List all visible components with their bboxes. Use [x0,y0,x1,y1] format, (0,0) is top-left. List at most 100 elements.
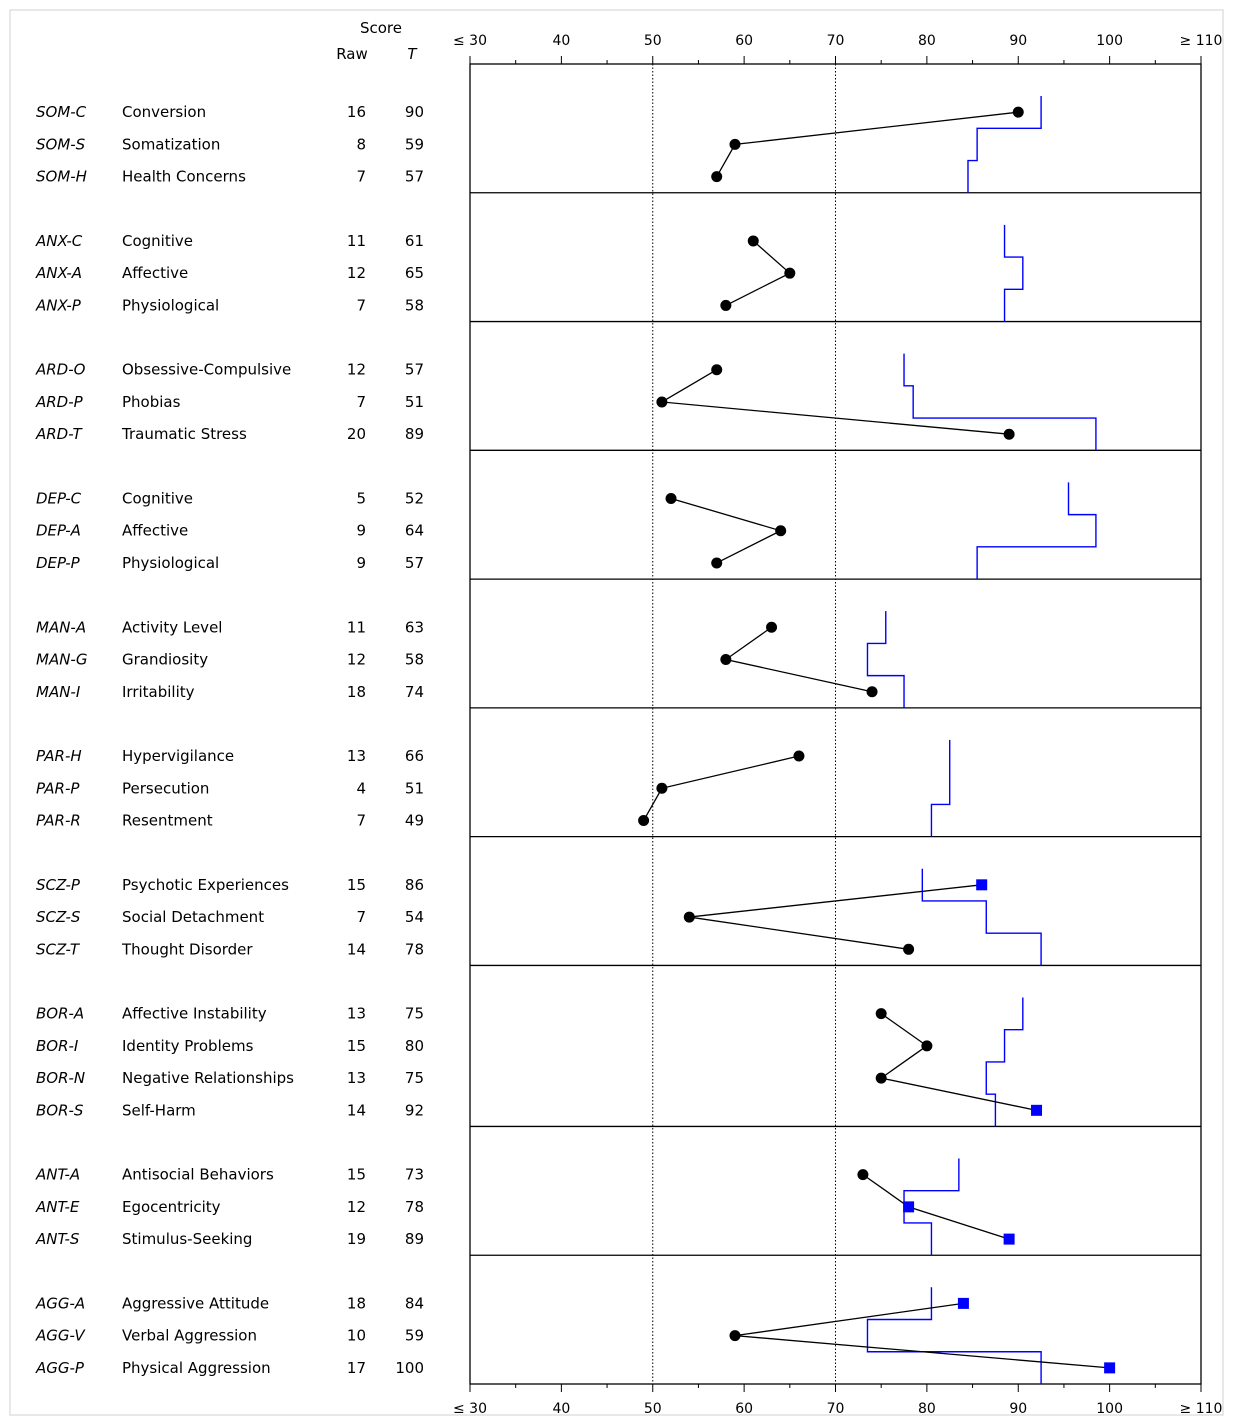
score-lines [643,111,1110,1369]
plot-grid [469,63,1202,1385]
score-point [729,1330,741,1342]
scale-abbr: BOR-A [36,1005,84,1023]
raw-score: 15 [347,1166,366,1184]
scale-abbr: DEP-C [36,489,82,507]
raw-score: 14 [347,1101,366,1119]
t-score: 65 [405,264,424,282]
raw-score: 13 [347,1005,366,1023]
t-score: 74 [405,683,424,701]
scale-abbr: ANT-A [35,1166,80,1184]
raw-score: 15 [347,1037,366,1055]
score-point [747,235,759,247]
t-score: 51 [405,393,424,411]
raw-score: 14 [347,940,366,958]
column-header: Score Raw T [336,19,418,63]
scale-abbr: ANT-E [35,1198,80,1216]
raw-score: 13 [347,747,366,765]
scale-abbr: MAN-I [36,683,81,701]
t-score: 58 [405,296,424,314]
raw-score: 17 [347,1359,366,1377]
scale-name: Health Concerns [122,168,246,186]
raw-score: 18 [347,683,366,701]
t-score: 57 [405,554,424,572]
score-point [921,1040,933,1052]
score-point [793,750,805,762]
scale-name: Irritability [122,683,195,701]
top-tick-label: 80 [918,33,936,49]
raw-score: 7 [356,812,366,830]
threshold-step-line [976,482,1097,580]
bottom-tick-label: 40 [552,1401,570,1417]
score-point [720,654,732,666]
t-score: 75 [405,1069,424,1087]
score-point [729,138,741,150]
scale-abbr: SOM-C [36,103,87,121]
score-line [716,111,1019,177]
scale-name: Physical Aggression [122,1359,271,1377]
scale-abbr: MAN-G [36,651,87,669]
t-score: 57 [405,361,424,379]
raw-score: 9 [356,554,366,572]
scale-abbr: ARD-T [35,425,84,443]
score-point [866,686,878,698]
scale-name: Persecution [122,779,209,797]
score-line [734,1302,1110,1369]
t-header: T [407,45,418,63]
scale-name: Obsessive-Compulsive [122,361,291,379]
threshold-step-line [985,997,1024,1127]
t-score: 92 [405,1101,424,1119]
t-score: 58 [405,651,424,669]
scale-name: Social Detachment [122,908,264,926]
score-point [766,621,778,633]
bottom-tick-label: 60 [735,1401,753,1417]
scale-name: Psychotic Experiences [122,876,289,894]
t-score: 54 [405,908,424,926]
flagged-score-point [976,879,988,891]
score-point [775,525,787,537]
scale-abbr: AGG-A [35,1294,85,1312]
score-point [784,267,796,279]
bottom-tick-label: ≤ 30 [453,1401,487,1417]
scale-name: Resentment [122,812,213,830]
score-line [670,497,783,564]
scale-abbr: MAN-A [36,618,86,636]
flagged-score-point [1003,1233,1015,1245]
raw-score: 13 [347,1069,366,1087]
score-line [725,240,791,307]
scale-name: Affective [122,264,188,282]
score-point [875,1072,887,1084]
score-point [1003,428,1015,440]
t-score: 61 [405,232,424,250]
raw-score: 7 [356,393,366,411]
scale-abbr: PAR-P [36,779,80,797]
x-axis: ≤ 30 ≤ 30 40 40 50 50 60 60 70 70 80 80 90 90 100 100 ≥ … [453,33,1222,1417]
scale-name: Verbal Aggression [122,1327,257,1345]
raw-score: 10 [347,1327,366,1345]
scale-abbr: ANX-P [35,296,82,314]
scale-abbr: PAR-R [36,812,81,830]
scale-name: Physiological [122,296,219,314]
t-score: 100 [395,1359,424,1377]
raw-score: 18 [347,1294,366,1312]
scale-name: Activity Level [122,618,222,636]
scale-name: Affective [122,522,188,540]
scale-abbr: AGG-P [35,1359,85,1377]
scale-abbr: ANT-S [35,1230,80,1248]
scale-name: Phobias [122,393,181,411]
bottom-tick-label: 70 [827,1401,845,1417]
t-score: 49 [405,812,424,830]
scale-abbr: SOM-S [36,135,86,153]
t-score: 78 [405,940,424,958]
threshold-step-line [967,96,1042,193]
t-score: 75 [405,1005,424,1023]
scale-name: Negative Relationships [122,1069,294,1087]
scale-abbr: SOM-H [36,168,87,186]
scale-abbr: ANX-A [35,264,82,282]
t-score: 78 [405,1198,424,1216]
scale-name: Antisocial Behaviors [122,1166,274,1184]
score-point [1012,106,1024,118]
scale-name: Identity Problems [122,1037,254,1055]
t-score: 59 [405,135,424,153]
score-point [903,943,915,955]
